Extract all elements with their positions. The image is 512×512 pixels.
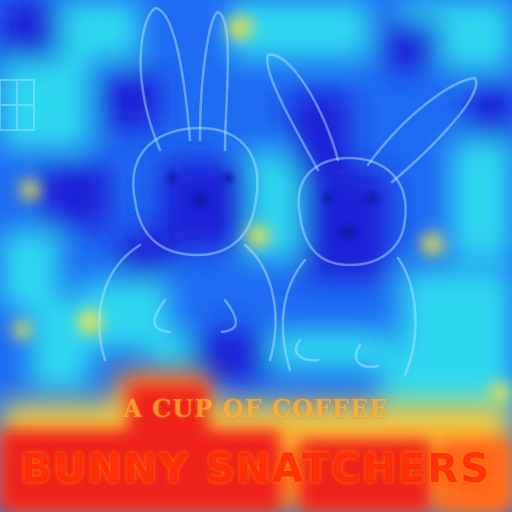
heatmap-yellow-spots <box>13 16 510 402</box>
heatmap-blobs <box>0 0 512 420</box>
right-rabbit-sketch <box>265 53 478 377</box>
left-rabbit-sketch <box>98 6 277 362</box>
cover-title: BUNNY SNATCHERS <box>21 446 491 492</box>
window-sketch <box>0 79 35 131</box>
cover-tagline: A CUP OF COFFEE <box>123 394 389 423</box>
heatmap-red-core <box>0 384 512 512</box>
left-rabbit-face <box>167 173 233 206</box>
right-rabbit-face <box>323 193 377 238</box>
